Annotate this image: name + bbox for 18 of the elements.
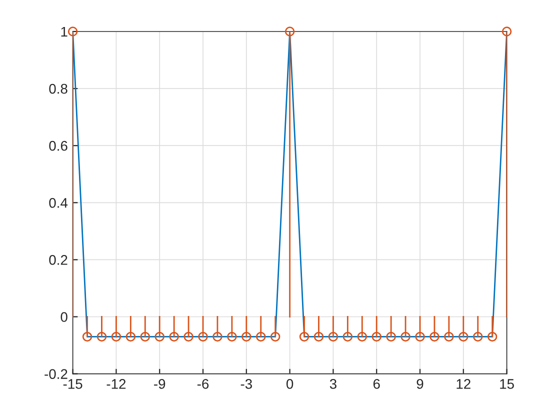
x-tick-label: 6 xyxy=(373,379,380,389)
x-tick-label: -12 xyxy=(106,379,126,389)
y-tick-label: -0.2 xyxy=(44,369,68,379)
y-tick-label: 0.2 xyxy=(49,255,68,265)
y-tick-label: 1 xyxy=(61,26,68,37)
x-tick-label: -3 xyxy=(240,379,252,389)
x-tick-label: 12 xyxy=(456,379,470,389)
y-tick-label: 0 xyxy=(60,312,68,322)
x-tick-label: -15 xyxy=(63,379,82,389)
x-tick-label: 9 xyxy=(416,379,424,389)
x-tick-label: 3 xyxy=(330,379,336,389)
x-tick-label: 0 xyxy=(286,379,294,389)
x-tick-label: -9 xyxy=(154,379,166,389)
y-tick-label: 0.6 xyxy=(49,140,68,151)
x-tick-label: -6 xyxy=(197,379,209,389)
x-tick-label: 15 xyxy=(500,379,514,389)
y-tick-label: 0.4 xyxy=(49,198,68,208)
y-tick-label: 0.8 xyxy=(49,84,68,94)
